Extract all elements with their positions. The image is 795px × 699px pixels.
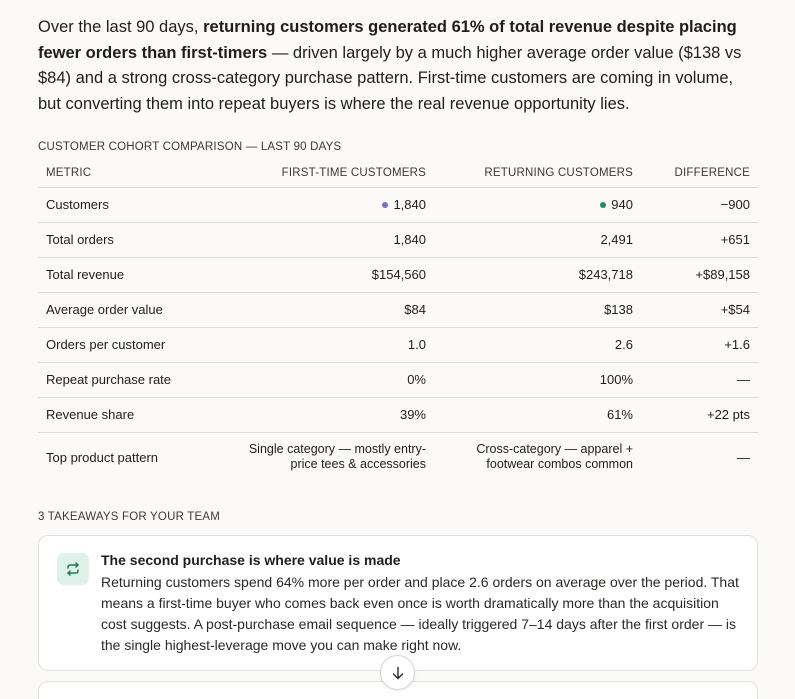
cell-metric: Customers bbox=[38, 187, 238, 223]
cell-returning: 2.6 bbox=[426, 327, 633, 363]
cell-metric: Repeat purchase rate bbox=[38, 362, 238, 398]
cell-returning: Cross-category — apparel + footwear combo… bbox=[426, 432, 633, 482]
cell-returning: 2,491 bbox=[426, 222, 633, 258]
cell-value: 940 bbox=[611, 197, 633, 212]
cell-returning: 940 bbox=[426, 187, 633, 223]
cell-value: 1,840 bbox=[393, 197, 426, 212]
repeat-icon bbox=[57, 553, 89, 585]
table-row: Revenue share 39% 61% +22 pts bbox=[38, 397, 758, 433]
table-row: Average order value $84 $138 +$54 bbox=[38, 292, 758, 328]
header-returning: Returning customers bbox=[426, 159, 633, 188]
cell-first-time: 1,840 bbox=[238, 222, 426, 258]
cell-first-time: Single category — mostly entry-price tee… bbox=[238, 432, 426, 482]
takeaway-body: Returning customers spend 64% more per o… bbox=[101, 574, 739, 653]
header-first-time: First-time customers bbox=[238, 159, 426, 188]
cell-first-time: $154,560 bbox=[238, 257, 426, 293]
cell-first-time: 1,840 bbox=[238, 187, 426, 223]
summary-highlight: returning customers generated 61% of tot… bbox=[38, 18, 737, 62]
summary-text-1: Over the last 90 days, bbox=[38, 18, 204, 36]
header-metric: Metric bbox=[38, 159, 238, 188]
summary-text-2: — driven largely by a much higher averag… bbox=[38, 43, 742, 113]
cell-difference: +$89,158 bbox=[633, 257, 758, 293]
arrow-down-icon bbox=[392, 666, 403, 679]
cell-difference: +22 pts bbox=[633, 397, 758, 433]
cell-line: Single category — mostly entry- bbox=[248, 442, 426, 457]
cell-line: Cross-category — apparel + bbox=[476, 442, 633, 457]
table-row: Orders per customer 1.0 2.6 +1.6 bbox=[38, 327, 758, 363]
cell-difference: +1.6 bbox=[633, 327, 758, 363]
cell-returning: $243,718 bbox=[426, 257, 633, 293]
returning-dot-icon bbox=[600, 202, 607, 208]
header-difference: Difference bbox=[633, 159, 758, 188]
cell-returning: $138 bbox=[426, 292, 633, 328]
cell-metric: Average order value bbox=[38, 292, 238, 328]
table-row: Total orders 1,840 2,491 +651 bbox=[38, 222, 758, 258]
cohort-table-label: Customer cohort comparison — last 90 day… bbox=[38, 141, 342, 153]
table-row: Top product pattern Single category — mo… bbox=[38, 432, 758, 482]
first-time-dot-icon bbox=[382, 202, 389, 208]
summary-paragraph: Over the last 90 days, returning custome… bbox=[38, 15, 758, 117]
cell-metric: Total orders bbox=[38, 222, 238, 258]
takeaway-card: The second purchase is where value is ma… bbox=[38, 535, 758, 671]
scroll-to-bottom-button[interactable] bbox=[380, 655, 415, 690]
table-row: Repeat purchase rate 0% 100% — bbox=[38, 362, 758, 398]
cell-line: price tees & accessories bbox=[290, 457, 426, 472]
cell-difference: +651 bbox=[633, 222, 758, 258]
takeaways-label: 3 takeaways for your team bbox=[38, 511, 221, 523]
cell-first-time: 39% bbox=[238, 397, 426, 433]
cell-first-time: 0% bbox=[238, 362, 426, 398]
takeaway-title: The second purchase is where value is ma… bbox=[101, 552, 401, 568]
cell-returning: 100% bbox=[426, 362, 633, 398]
cell-returning: 61% bbox=[426, 397, 633, 433]
cell-metric: Total revenue bbox=[38, 257, 238, 293]
cell-difference: −900 bbox=[633, 187, 758, 223]
table-row: Customers 1,840 940 −900 bbox=[38, 187, 758, 223]
table-header-row: Metric First-time customers Returning cu… bbox=[38, 159, 758, 188]
cell-difference: +$54 bbox=[633, 292, 758, 328]
cell-metric: Orders per customer bbox=[38, 327, 238, 363]
cell-difference: — bbox=[737, 449, 750, 465]
cell-first-time: 1.0 bbox=[238, 327, 426, 363]
cell-first-time: $84 bbox=[238, 292, 426, 328]
cell-line: footwear combos common bbox=[486, 457, 633, 472]
cell-metric: Revenue share bbox=[38, 397, 238, 433]
table-row: Total revenue $154,560 $243,718 +$89,158 bbox=[38, 257, 758, 293]
cohort-comparison-table: Metric First-time customers Returning cu… bbox=[38, 159, 758, 482]
cell-metric: Top product pattern bbox=[46, 449, 159, 465]
cell-difference: — bbox=[633, 362, 758, 398]
